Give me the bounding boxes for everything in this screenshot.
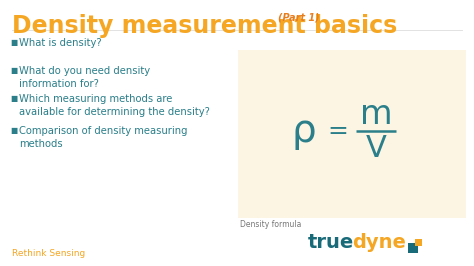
Text: dyne: dyne [352,233,406,252]
Text: ■: ■ [10,66,17,75]
Text: (Part 1): (Part 1) [278,13,319,23]
Text: V: V [365,134,386,163]
Text: m: m [360,98,392,131]
Text: true: true [308,233,354,252]
Text: Which measuring methods are
available for determining the density?: Which measuring methods are available fo… [19,94,210,117]
Text: =: = [328,119,348,143]
Text: Density formula: Density formula [240,220,301,229]
Text: What is density?: What is density? [19,38,101,48]
Text: Rethink Sensing: Rethink Sensing [12,249,85,258]
Text: What do you need density
information for?: What do you need density information for… [19,66,150,89]
Text: ρ: ρ [292,112,316,150]
Bar [415,239,422,246]
Text: ■: ■ [10,38,17,47]
Bar [408,243,418,253]
Text: ■: ■ [10,126,17,135]
Text: Density measurement basics: Density measurement basics [12,14,397,38]
FancyBboxPatch shape [238,50,466,218]
Text: Comparison of density measuring
methods: Comparison of density measuring methods [19,126,188,149]
Text: ■: ■ [10,94,17,103]
